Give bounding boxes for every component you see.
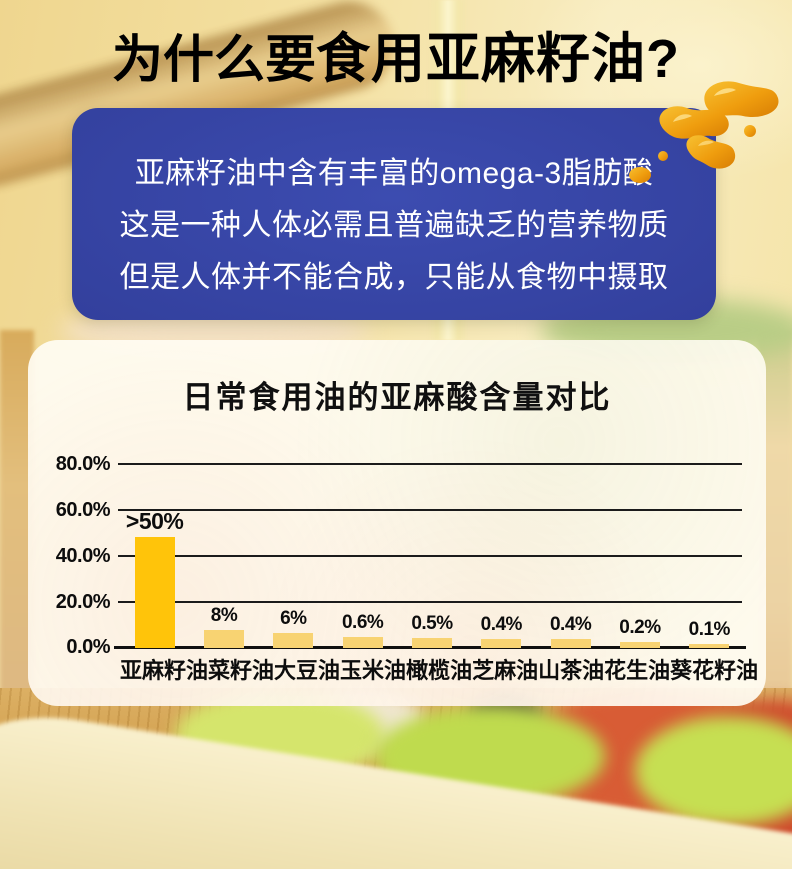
bar-column-8: 0.2% [605,464,674,648]
bar [619,642,660,648]
intro-card: 亚麻籽油中含有丰富的omega-3脂肪酸 这是一种人体必需且普遍缺乏的营养物质 … [72,108,716,320]
bar-column-7: 0.4% [536,464,605,648]
bar-column-2: 8% [189,464,258,648]
bar-column-3: 6% [259,464,328,648]
y-tick-80: 80.0% [55,453,111,475]
bar-column-4: 0.6% [328,464,397,648]
category-label: 菜籽油 [208,658,275,683]
category-label: 亚麻籽油 [120,658,209,683]
category-label: 大豆油 [274,658,341,683]
bar-value-label: 8% [210,605,238,626]
category-label: 山茶油 [538,658,605,683]
page-title: 为什么要食用亚麻籽油? [0,14,792,93]
category-label: 芝麻油 [472,658,539,683]
gridline-20 [118,601,742,603]
bar-value-label: 0.6% [341,612,384,633]
bar [342,637,383,648]
category-label: 玉米油 [340,658,407,683]
bar-value-label: >50% [125,508,184,534]
y-tick-60: 60.0% [55,499,111,521]
bar-column-6: 0.4% [467,464,536,648]
bar-value-label: 0.4% [549,614,592,635]
y-tick-20: 20.0% [55,591,111,613]
oil-splash-icon [629,81,779,183]
bar [203,630,244,648]
bar-column-1: >50% [120,464,189,648]
y-tick-40: 40.0% [55,545,111,567]
bar [550,639,591,648]
bar [134,537,175,648]
category-label: 花生油 [604,658,671,683]
bar-column-5: 0.5% [397,464,466,648]
y-tick-0: 0.0% [66,636,110,658]
gridline-40 [118,555,742,557]
bar-value-label: 6% [280,608,307,629]
bar-value-label: 0.1% [688,619,731,640]
chart-title: 日常食用油的亚麻酸含量对比 [182,380,612,415]
intro-line-1: 亚麻籽油中含有丰富的omega-3脂肪酸 [134,157,654,190]
category-label: 葵花籽油 [670,658,759,683]
gridline-60 [118,509,742,511]
page-title-emphasis: 食用亚麻籽油? [316,29,680,89]
intro-line-3: 但是人体并不能合成，只能从食物中摄取 [119,261,669,294]
gridline-80 [118,463,742,465]
bar [273,633,314,648]
bar-value-label: 0.2% [619,617,661,638]
bar [481,639,522,648]
lettuce-photo [635,716,792,826]
category-labels-row: 亚麻籽油 菜籽油 大豆油 玉米油 橄榄油 芝麻油 山茶油 花生油 葵花籽油 [120,653,758,685]
category-label: 橄榄油 [406,658,473,683]
bar-value-label: 0.4% [480,614,523,635]
bar [689,644,730,648]
intro-line-2: 这是一种人体必需且普遍缺乏的营养物质 [119,209,669,242]
bar-value-label: 0.5% [411,613,453,634]
page-title-prefix: 为什么要 [111,31,316,88]
chart-card: 日常食用油的亚麻酸含量对比 80.0% 60.0% 40.0% 20.0% 0.… [28,340,766,706]
bar-column-9: 0.1% [675,464,744,648]
bar [411,638,452,648]
bars-row: >50% 8% 6% 0.6% 0.5% 0.4% 0.4% 0.2% 0.1% [120,464,744,648]
